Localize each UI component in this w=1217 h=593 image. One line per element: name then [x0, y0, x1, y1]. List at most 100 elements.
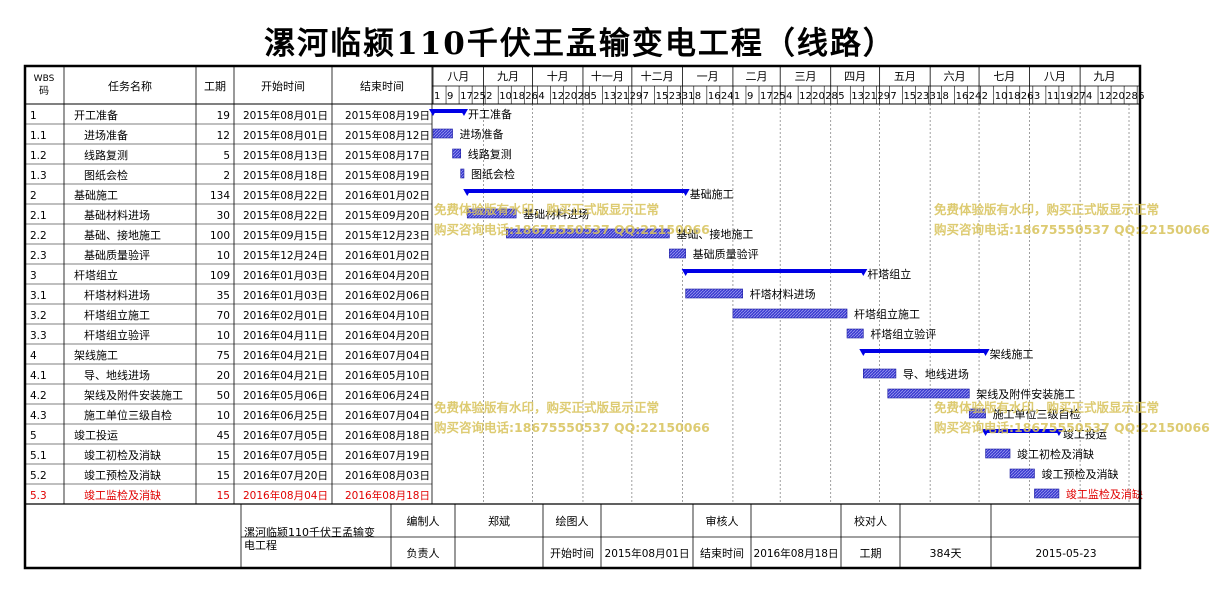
day-label: 9	[747, 91, 753, 102]
task-end: 2015年12月23日	[345, 229, 430, 242]
task-wbs: 1.1	[30, 130, 47, 142]
task-end: 2016年01月02日	[345, 189, 430, 202]
task-duration: 35	[217, 290, 230, 302]
task-end: 2016年08月03日	[345, 469, 430, 482]
summary-bar-cap	[429, 109, 437, 116]
day-label: 4	[538, 91, 544, 102]
task-name: 进场准备	[84, 128, 128, 142]
summary-bar	[467, 189, 686, 193]
day-label: 1	[734, 91, 740, 102]
header-name: 任务名称	[108, 79, 152, 93]
day-label: 2	[982, 91, 988, 102]
day-label: 16	[708, 91, 721, 102]
task-wbs: 2.1	[30, 210, 47, 222]
task-wbs: 5.2	[30, 470, 47, 482]
task-start: 2016年06月25日	[243, 409, 328, 422]
bar-label: 架线及附件安装施工	[976, 387, 1075, 401]
header-start: 开始时间	[261, 79, 305, 93]
day-label: 5	[590, 91, 596, 102]
day-label: 23	[669, 91, 682, 102]
month-label: 十一月	[591, 69, 624, 83]
day-label: 28	[1125, 91, 1138, 102]
bar-label: 杆塔组立施工	[854, 307, 920, 321]
task-name: 竣工初检及消缺	[84, 448, 161, 462]
task-duration: 19	[217, 110, 230, 122]
task-start: 2015年08月01日	[243, 129, 328, 142]
task-name: 杆塔组立验评	[84, 328, 150, 342]
task-duration: 15	[217, 470, 230, 482]
task-end: 2016年08月18日	[345, 489, 430, 502]
day-label: 26	[1021, 91, 1034, 102]
task-end: 2016年01月02日	[345, 249, 430, 262]
summary-bar-cap	[981, 429, 990, 436]
task-start: 2015年08月13日	[243, 149, 328, 162]
month-label: 十二月	[641, 69, 674, 83]
task-name: 基础质量验评	[84, 248, 150, 262]
month-label: 九月	[1094, 70, 1116, 83]
day-label: 17	[760, 91, 773, 102]
header-duration: 工期	[204, 80, 226, 93]
day-label: 20	[812, 91, 825, 102]
task-end: 2016年02月06日	[345, 289, 430, 302]
day-label: 10	[995, 91, 1008, 102]
task-bar	[1009, 468, 1035, 479]
task-end: 2016年05月10日	[345, 369, 430, 382]
task-wbs: 5.1	[30, 450, 47, 462]
project-start-label: 开始时间	[550, 546, 594, 560]
bar-label: 竣工初检及消缺	[1017, 447, 1094, 461]
task-bar	[968, 408, 986, 419]
task-duration: 12	[217, 130, 230, 142]
bar-label: 杆塔材料进场	[750, 287, 816, 301]
day-label: 1	[434, 91, 440, 102]
task-name: 开工准备	[74, 108, 118, 122]
editor-value: 郑斌	[488, 514, 510, 528]
task-bar	[466, 208, 517, 219]
task-name: 杆塔材料进场	[84, 288, 150, 302]
day-label: 12	[1099, 91, 1112, 102]
project-start-value: 2015年08月01日	[605, 547, 690, 560]
task-wbs: 1	[30, 110, 37, 122]
task-bar	[432, 128, 453, 139]
task-duration: 100	[210, 230, 230, 242]
task-end: 2015年09月20日	[345, 209, 430, 222]
task-start: 2016年07月05日	[243, 449, 328, 462]
task-bar	[669, 248, 686, 259]
header-end: 结束时间	[360, 80, 404, 93]
day-label: 31	[930, 91, 943, 102]
project-duration-value: 384天	[930, 547, 962, 560]
bar-label: 竣工预检及消缺	[1041, 467, 1118, 481]
task-bar	[460, 168, 465, 179]
task-start: 2015年08月22日	[243, 209, 328, 222]
bar-label: 开工准备	[468, 107, 512, 121]
task-wbs: 3	[30, 270, 37, 282]
day-label: 17	[460, 91, 473, 102]
day-label: 29	[630, 91, 643, 102]
summary-bar	[985, 429, 1059, 433]
task-start: 2016年07月05日	[243, 429, 328, 442]
editor-label: 编制人	[407, 514, 440, 528]
task-end: 2015年08月17日	[345, 149, 430, 162]
task-duration: 2	[223, 170, 230, 182]
task-name: 杆塔组立	[74, 268, 118, 282]
task-start: 2016年02月01日	[243, 309, 328, 322]
chart-title: 漯河临颍110千伏王孟输变电工程（线路）	[264, 26, 896, 62]
task-duration: 5	[223, 150, 230, 162]
task-name: 基础、接地施工	[84, 229, 161, 242]
task-start: 2015年12月24日	[243, 249, 328, 262]
day-label: 19	[1060, 91, 1073, 102]
month-label: 七月	[993, 70, 1015, 83]
task-bar	[1034, 488, 1060, 499]
task-end: 2015年08月12日	[345, 129, 430, 142]
summary-bar-cap	[459, 109, 468, 116]
project-end-value: 2016年08月18日	[754, 547, 839, 560]
day-label: 7	[643, 91, 649, 102]
bar-label: 进场准备	[460, 127, 504, 141]
task-start: 2016年08月04日	[243, 489, 328, 502]
month-label: 四月	[844, 70, 866, 83]
task-bar	[506, 228, 670, 239]
task-end: 2016年04月20日	[345, 269, 430, 282]
task-bar	[685, 288, 744, 299]
day-label: 10	[499, 91, 512, 102]
task-duration: 134	[210, 190, 230, 202]
task-start: 2016年04月11日	[243, 329, 328, 342]
